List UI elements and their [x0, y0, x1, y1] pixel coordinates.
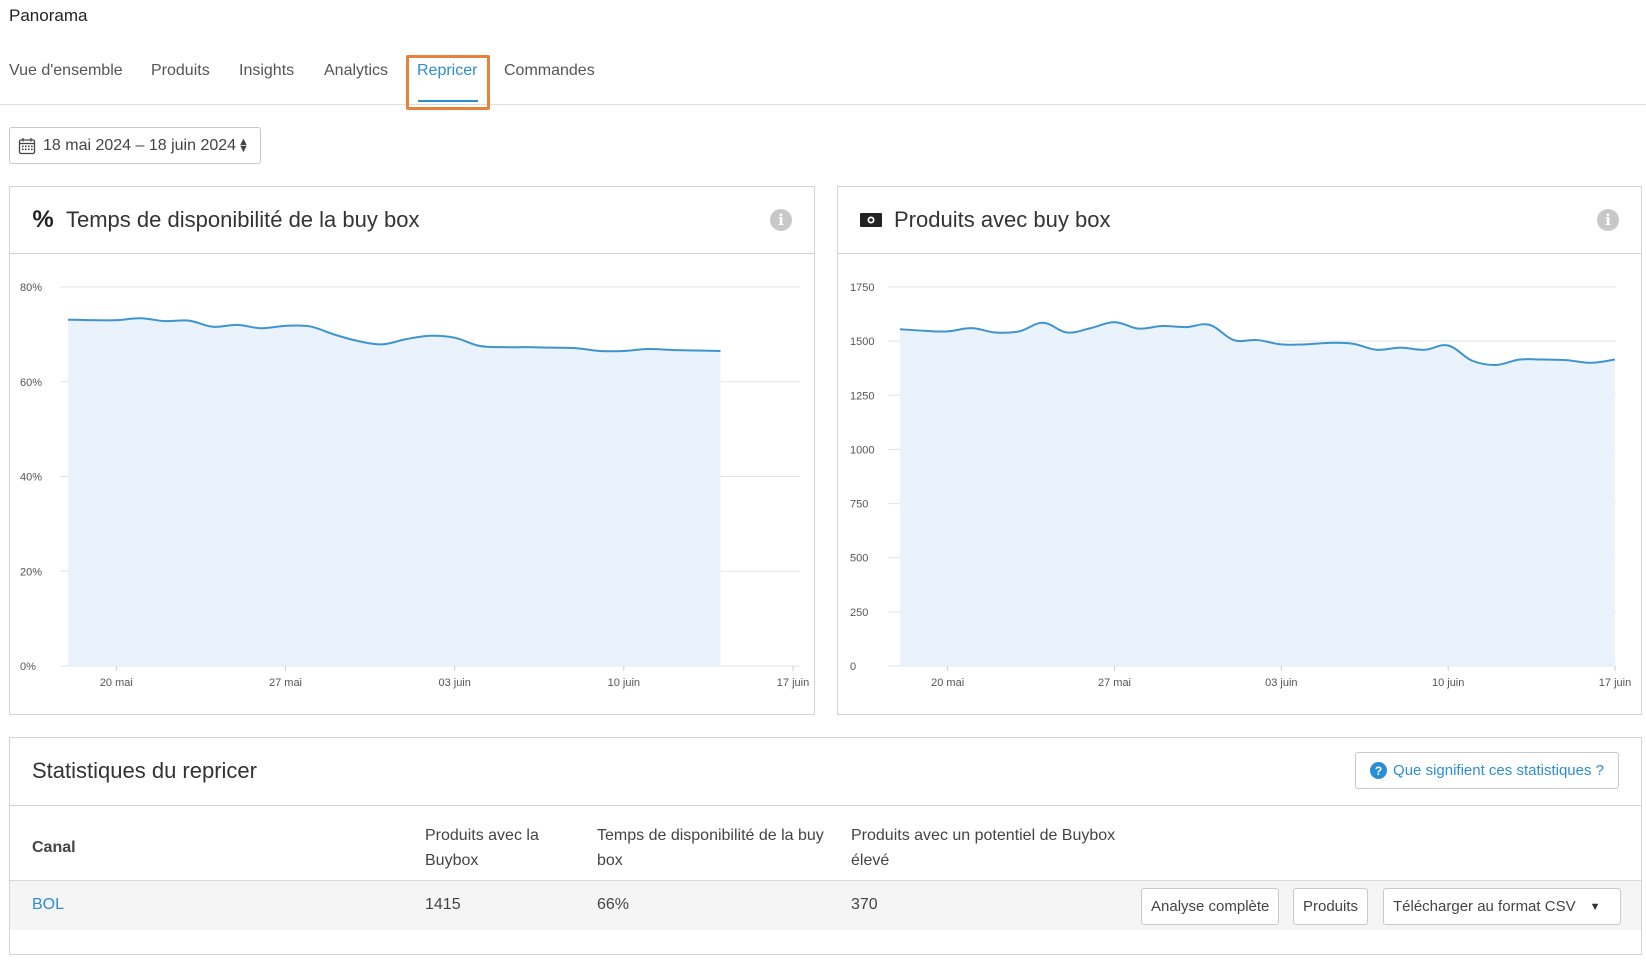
percent-icon: %: [32, 206, 54, 233]
y-tick-label: 1500: [850, 336, 874, 348]
download-csv-label: Télécharger au format CSV: [1393, 898, 1576, 915]
table-row: BOL 1415 66% 370 Analyse complète Produi…: [10, 880, 1641, 930]
series-line: [67, 317, 721, 353]
tab-highlight-box: [406, 55, 490, 110]
info-icon[interactable]: i: [770, 209, 792, 231]
repricer-stats-panel: Statistiques du repricer ? Que signifien…: [9, 737, 1642, 955]
availability-panel-header: % Temps de disponibilité de la buy box i: [10, 187, 814, 254]
y-tick-label: 1000: [850, 444, 874, 456]
stats-header: Statistiques du repricer ? Que signifien…: [10, 738, 1641, 806]
question-icon: ?: [1370, 762, 1388, 779]
tab-bar: Vue d'ensemble Produits Insights Analyti…: [0, 52, 1646, 105]
full-analysis-button[interactable]: Analyse complète: [1141, 888, 1280, 925]
x-tick-label: 10 juin: [608, 677, 640, 689]
tab-analytics[interactable]: Analytics: [324, 62, 389, 79]
tab-products[interactable]: Produits: [151, 62, 210, 79]
availability-panel-title: Temps de disponibilité de la buy box: [66, 207, 420, 232]
x-tick-label: 10 juin: [1432, 677, 1464, 689]
series-area: [900, 322, 1615, 666]
y-tick-label: 80%: [20, 282, 42, 294]
header-availability-time: Temps de disponibilité de la buy box: [597, 827, 824, 869]
y-tick-label: 40%: [20, 472, 42, 484]
x-tick-label: 17 juin: [777, 677, 809, 689]
tab-repricer[interactable]: Repricer: [417, 62, 478, 79]
tab-insights[interactable]: Insights: [239, 62, 295, 79]
x-tick-label: 20 mai: [100, 677, 133, 689]
caret-down-icon: ▼: [1589, 900, 1601, 913]
x-tick-label: 20 mai: [931, 677, 964, 689]
x-tick-label: 27 mai: [269, 677, 302, 689]
series-line: [899, 321, 1616, 366]
availability-panel: % Temps de disponibilité de la buy box i…: [9, 186, 815, 715]
products-panel: Produits avec buy box i 0 250 500 750 1000 12…: [837, 186, 1642, 715]
series-area: [68, 318, 721, 666]
y-tick-label: 0: [850, 661, 856, 673]
tab-overview[interactable]: Vue d'ensemble: [9, 62, 123, 79]
y-tick-label: 60%: [20, 377, 42, 389]
header-potential: Produits avec un potentiel de Buybox éle…: [851, 827, 1116, 869]
x-tick-label: 03 juin: [1265, 677, 1297, 689]
header-products: Produits avec la Buybox: [425, 827, 539, 869]
active-tab-indicator: [418, 100, 478, 102]
x-tick-label: 17 juin: [1599, 677, 1631, 689]
stats-help-button[interactable]: ? Que signifient ces statistiques ?: [1355, 752, 1619, 789]
y-tick-label: 500: [850, 553, 868, 565]
products-panel-header: Produits avec buy box i: [838, 187, 1641, 254]
y-tick-label: 750: [850, 499, 868, 511]
y-tick-label: 1750: [850, 282, 874, 294]
stats-help-label: Que signifient ces statistiques ?: [1393, 762, 1604, 779]
y-tick-label: 20%: [20, 566, 42, 578]
date-range-label: 18 mai 2024 – 18 juin 2024: [43, 136, 237, 154]
header-canal: Canal: [32, 839, 76, 856]
products-button[interactable]: Produits: [1293, 888, 1369, 925]
download-csv-button[interactable]: Télécharger au format CSV ▼: [1383, 888, 1621, 925]
potential-value: 370: [851, 896, 878, 913]
x-tick-label: 03 juin: [438, 677, 470, 689]
calendar-icon: [18, 137, 36, 154]
y-tick-label: 0%: [20, 661, 36, 673]
products-value: 1415: [425, 896, 461, 913]
y-tick-label: 250: [850, 607, 868, 619]
products-chart: 0 250 500 750 1000 1250 1500 1750 20 mai 27 mai 03…: [850, 282, 1631, 689]
availability-value: 66%: [597, 896, 630, 913]
money-icon: [860, 213, 882, 227]
app-title: Panorama: [9, 6, 88, 25]
products-panel-title: Produits avec buy box: [894, 207, 1111, 232]
info-icon[interactable]: i: [1597, 209, 1619, 231]
tab-orders[interactable]: Commandes: [504, 62, 595, 79]
availability-chart: 0% 20% 40% 60% 80% 20 mai 27 mai 03 juin 10 juin…: [20, 282, 809, 689]
x-tick-label: 27 mai: [1098, 677, 1131, 689]
date-range-picker[interactable]: 18 mai 2024 – 18 juin 2024 ▲ ▼: [9, 127, 261, 164]
sort-arrows-icon: ▲ ▼: [238, 135, 249, 155]
canal-link-bol[interactable]: BOL: [32, 896, 65, 913]
y-tick-label: 1250: [850, 390, 874, 402]
stats-title: Statistiques du repricer: [32, 758, 257, 783]
